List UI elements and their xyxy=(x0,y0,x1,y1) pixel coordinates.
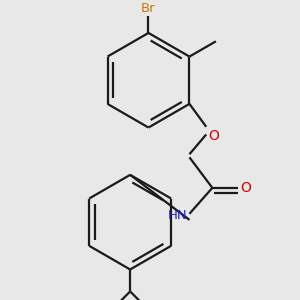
Text: O: O xyxy=(241,181,252,195)
Text: Br: Br xyxy=(141,2,156,15)
Text: O: O xyxy=(209,129,220,143)
Text: HN: HN xyxy=(167,209,187,222)
